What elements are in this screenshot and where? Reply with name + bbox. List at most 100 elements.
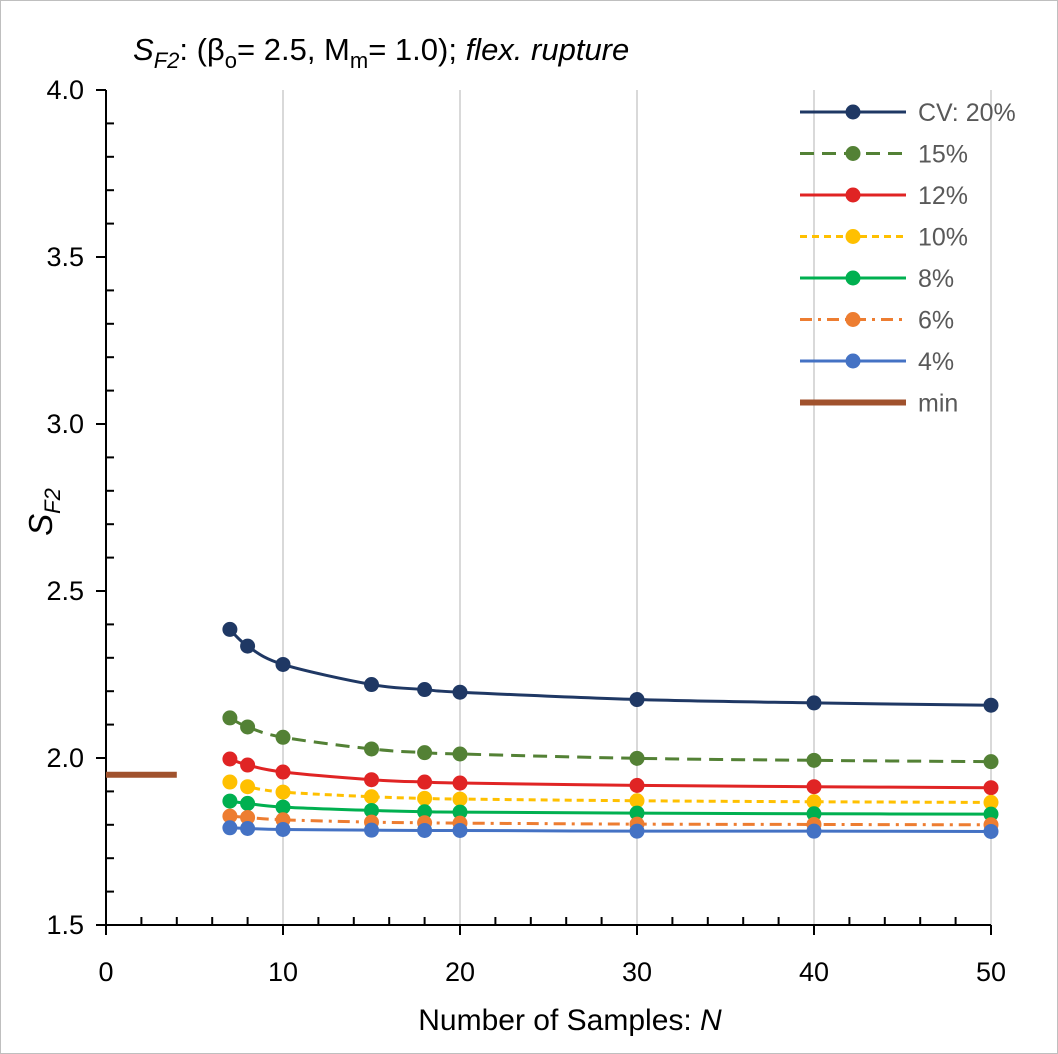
data-point [983, 780, 999, 796]
series-line [229, 780, 992, 804]
y-axis-label-main: S [22, 514, 59, 536]
axes [96, 89, 992, 935]
legend-item: 15% [800, 141, 968, 169]
title-beta-sub: o [225, 48, 237, 73]
data-point [417, 682, 433, 698]
x-axis-label-main: Number of Samples: [418, 1004, 700, 1037]
legend-label: CV: 20% [918, 99, 1016, 127]
x-axis-label-italic: N [700, 1004, 722, 1037]
data-point [364, 822, 379, 838]
x-axis-label: Number of Samples: N [418, 1004, 722, 1037]
y-tick-label: 4.0 [46, 75, 84, 105]
data-point [222, 808, 238, 824]
legend-label: 4% [918, 348, 954, 376]
legend-label: 6% [918, 307, 954, 335]
legend-item: min [800, 390, 958, 418]
y-tick-label: 3.5 [46, 242, 84, 272]
data-point [240, 820, 256, 836]
title-end: = 1.0); [368, 32, 465, 67]
data-point [452, 804, 468, 820]
legend-swatch-marker [845, 270, 861, 286]
data-point [364, 802, 379, 818]
series-4 [222, 774, 999, 810]
data-point [452, 822, 468, 838]
legend-swatch-marker [845, 353, 861, 369]
legend-item: 8% [800, 265, 954, 293]
legend-item: CV: 20% [800, 99, 1016, 127]
legend-item: 10% [800, 224, 968, 252]
y-tick-label: 2.0 [46, 743, 84, 773]
data-point [364, 741, 379, 757]
data-point [275, 764, 291, 780]
data-point [806, 779, 822, 795]
data-point [983, 806, 999, 822]
data-point [983, 823, 999, 839]
x-tick-label: 10 [268, 957, 298, 987]
data-point [240, 809, 256, 825]
data-point [222, 793, 238, 809]
data-point [629, 750, 645, 766]
data-point [806, 752, 822, 768]
data-point [452, 684, 468, 700]
data-point [222, 710, 238, 726]
series-2 [222, 710, 999, 770]
series-3 [222, 751, 999, 796]
data-point [806, 823, 822, 839]
data-point [222, 621, 238, 637]
y-tick-label: 2.5 [46, 576, 84, 606]
data-point [629, 692, 645, 708]
y-tick-label: 1.5 [46, 910, 84, 940]
title-m-sub: m [350, 48, 368, 73]
series-line [229, 814, 992, 827]
data-point [240, 638, 256, 654]
data-point [222, 751, 238, 767]
data-point [222, 820, 238, 836]
data-point [240, 757, 256, 773]
data-point [452, 791, 468, 807]
data-point [275, 784, 291, 800]
x-tick-labels: 0 10 20 30 40 50 [98, 957, 1006, 987]
data-point [983, 697, 999, 713]
data-point [629, 793, 645, 809]
legend-label: 12% [918, 182, 968, 210]
series-line [229, 757, 992, 790]
data-point [806, 794, 822, 810]
legend-swatch-marker [845, 104, 861, 120]
data-point [240, 719, 256, 735]
title-beta: : (β [179, 32, 224, 67]
data-point [275, 656, 291, 672]
series-group [106, 621, 999, 839]
data-point [222, 774, 238, 790]
data-point [806, 695, 822, 711]
data-point [417, 745, 433, 761]
legend-item: 12% [800, 182, 968, 210]
legend-swatch-marker [845, 312, 861, 327]
y-tick-label: 3.0 [46, 409, 84, 439]
x-tick-label: 0 [98, 957, 113, 987]
data-point [240, 795, 256, 811]
legend-label: min [918, 390, 958, 418]
data-point [240, 779, 256, 795]
legend: CV: 20% 15% 12% 10% 8% 6% 4% min [800, 99, 1016, 418]
title-italic-tail: flex. rupture [466, 32, 630, 67]
data-point [275, 821, 291, 837]
data-point [275, 799, 291, 815]
legend-item: 4% [800, 348, 954, 376]
y-axis-label-sub: F2 [40, 488, 65, 514]
title-symbol: S [133, 32, 154, 67]
legend-label: 15% [918, 141, 968, 169]
data-point [364, 772, 379, 788]
series-1 [222, 621, 999, 713]
data-point [452, 775, 468, 791]
legend-swatch-marker [845, 187, 861, 203]
series-line [229, 826, 992, 833]
legend-swatch-marker [845, 229, 861, 244]
x-tick-label: 40 [799, 957, 829, 987]
title-mid: = 2.5, M [237, 32, 350, 67]
data-point [806, 806, 822, 822]
y-axis-label: SF2 [22, 488, 65, 536]
series-7 [222, 820, 999, 839]
legend-item: 6% [800, 307, 954, 335]
data-point [364, 677, 379, 693]
